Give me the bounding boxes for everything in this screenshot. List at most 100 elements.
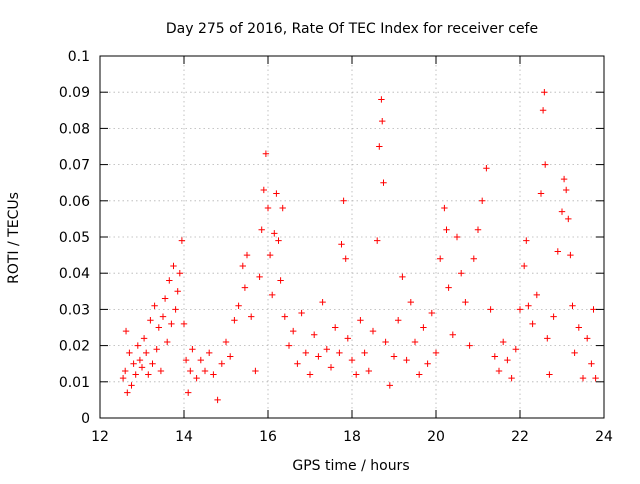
data-point (420, 324, 427, 331)
data-point (155, 324, 162, 331)
data-point (164, 338, 171, 346)
data-point (132, 371, 139, 378)
y-tick-label: 0.08 (59, 121, 90, 137)
data-point (214, 396, 221, 404)
data-point (201, 367, 209, 375)
data-point (243, 251, 251, 259)
data-point (474, 226, 482, 233)
x-axis-label: GPS time / hours (292, 458, 409, 474)
x-tick-label: 14 (175, 429, 193, 445)
data-point (239, 262, 246, 270)
data-point (539, 107, 547, 114)
points-layer (119, 89, 599, 404)
data-point (266, 251, 274, 259)
data-point (168, 320, 175, 328)
data-point (544, 335, 551, 342)
data-point (382, 338, 389, 346)
x-tick-label: 22 (511, 429, 529, 445)
data-point (157, 367, 165, 375)
data-point (151, 302, 158, 309)
data-point (134, 342, 141, 349)
data-point (521, 262, 528, 270)
data-point (222, 338, 230, 346)
data-point (124, 389, 131, 396)
data-point (369, 327, 377, 335)
data-point (470, 255, 477, 262)
data-point (458, 270, 465, 277)
data-point (271, 230, 278, 237)
data-point (560, 175, 568, 183)
data-point (403, 356, 410, 364)
data-point (563, 186, 570, 194)
data-point (178, 237, 186, 244)
data-point (588, 360, 595, 367)
data-point (571, 349, 578, 357)
data-point (449, 331, 456, 338)
data-point (332, 324, 339, 331)
data-point (128, 382, 135, 389)
data-point (159, 313, 167, 320)
y-tick-label: 0.03 (59, 302, 90, 318)
data-point (340, 197, 347, 204)
data-point (262, 150, 270, 157)
data-point (182, 356, 190, 364)
data-point (256, 273, 263, 281)
y-tick-label: 0.02 (59, 339, 90, 355)
data-point (525, 302, 532, 309)
data-point (311, 331, 318, 338)
data-point (378, 96, 385, 103)
data-point (140, 335, 148, 342)
data-point (193, 374, 200, 382)
data-point (130, 360, 137, 367)
chart-title: Day 275 of 2016, Rate Of TEC Index for r… (166, 21, 538, 37)
data-point (569, 302, 576, 309)
data-point (174, 288, 181, 295)
data-point (323, 346, 330, 353)
data-point (395, 317, 402, 324)
y-tick-label: 0.07 (59, 158, 90, 174)
data-point (170, 262, 177, 270)
data-point (147, 317, 154, 324)
data-point (187, 367, 194, 375)
data-point (145, 371, 152, 378)
data-point (575, 324, 582, 331)
data-point (298, 309, 305, 317)
data-point (126, 349, 133, 357)
data-point (302, 349, 309, 357)
grid-layer (100, 56, 604, 418)
data-point (554, 248, 561, 255)
data-point (252, 367, 259, 375)
data-point (306, 371, 314, 378)
data-point (529, 320, 536, 328)
data-point (136, 356, 144, 364)
data-point (361, 349, 368, 357)
data-point (353, 371, 360, 378)
data-point (273, 190, 280, 197)
data-point (122, 327, 130, 335)
data-point (315, 353, 322, 360)
data-point (523, 237, 530, 244)
data-point (365, 367, 372, 375)
data-point (166, 277, 173, 284)
data-point (443, 226, 450, 233)
data-point (428, 309, 435, 317)
data-point (264, 204, 272, 212)
x-tick-label: 20 (427, 429, 445, 445)
data-point (558, 208, 566, 215)
y-tick-label: 0 (81, 411, 90, 427)
data-point (565, 215, 572, 223)
tick-marks (99, 55, 605, 419)
data-point (281, 313, 288, 320)
x-tick-label: 12 (91, 429, 109, 445)
data-point (206, 349, 213, 357)
data-point (516, 306, 524, 313)
data-point (279, 204, 286, 212)
data-point (338, 241, 345, 248)
data-point (197, 356, 204, 364)
y-tick-labels: 0 0.01 0.02 0.03 0.04 0.05 0.06 0.07 0.08 0.09 0.1 (59, 49, 90, 427)
data-point (172, 306, 179, 313)
data-point (227, 353, 234, 360)
y-axis-label: ROTI / TECUs (6, 192, 22, 284)
data-point (327, 364, 335, 371)
data-point (336, 349, 343, 357)
